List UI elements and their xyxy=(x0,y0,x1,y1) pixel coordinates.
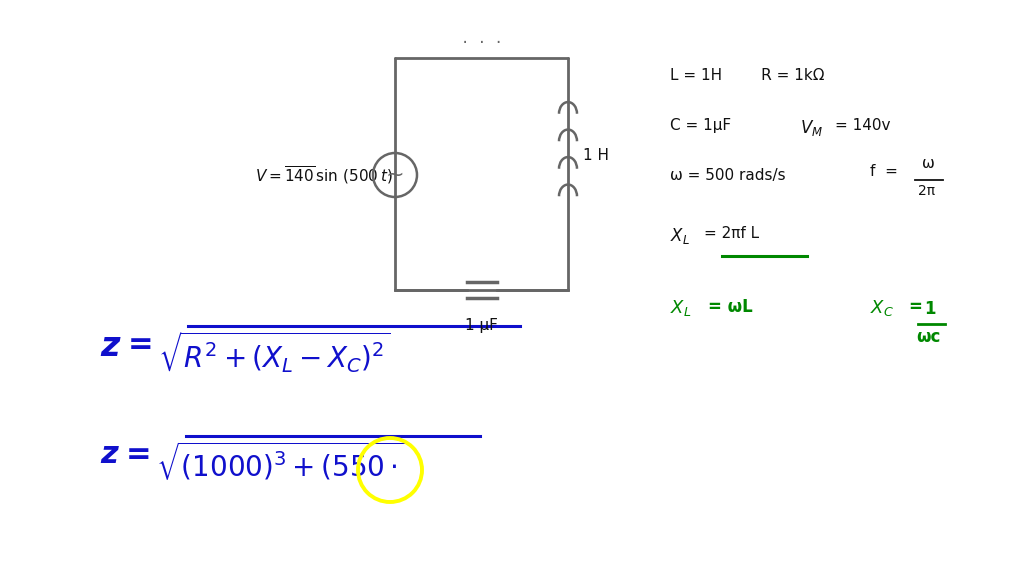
Text: =: = xyxy=(908,298,922,316)
Text: $X_C$: $X_C$ xyxy=(870,298,894,318)
Text: 1 H: 1 H xyxy=(583,147,609,162)
Text: ~: ~ xyxy=(386,165,404,185)
Text: C = 1μF: C = 1μF xyxy=(670,118,731,133)
Text: =: = xyxy=(126,440,152,469)
Text: z: z xyxy=(100,440,118,469)
Text: ω: ω xyxy=(922,156,934,171)
Text: 1: 1 xyxy=(925,300,936,318)
Text: $\sqrt{R^2 + (X_L - X_C)^2}$: $\sqrt{R^2 + (X_L - X_C)^2}$ xyxy=(158,330,390,375)
Text: =: = xyxy=(128,330,154,359)
Text: L = 1H        R = 1kΩ: L = 1H R = 1kΩ xyxy=(670,68,824,83)
Text: 2π: 2π xyxy=(919,184,936,198)
Text: = 2πf L: = 2πf L xyxy=(705,226,759,241)
Text: z: z xyxy=(100,330,120,363)
Text: f  =: f = xyxy=(870,164,898,179)
Text: $V = \overline{140}\,\sin\,(500\,t)$: $V = \overline{140}\,\sin\,(500\,t)$ xyxy=(255,164,392,186)
Text: . . .: . . . xyxy=(461,32,503,46)
Text: = 140v: = 140v xyxy=(835,118,891,133)
Text: = ωL: = ωL xyxy=(708,298,753,316)
Text: $X_L$: $X_L$ xyxy=(670,226,690,246)
Text: ω = 500 rads/s: ω = 500 rads/s xyxy=(670,168,785,183)
Text: ωc: ωc xyxy=(915,328,940,346)
Text: $V_M$: $V_M$ xyxy=(800,118,823,138)
Text: $X_L$: $X_L$ xyxy=(670,298,691,318)
Text: 1 μF: 1 μF xyxy=(465,318,498,333)
Text: $\sqrt{(1000)^3 + (550\cdot}$: $\sqrt{(1000)^3 + (550\cdot}$ xyxy=(156,440,410,483)
